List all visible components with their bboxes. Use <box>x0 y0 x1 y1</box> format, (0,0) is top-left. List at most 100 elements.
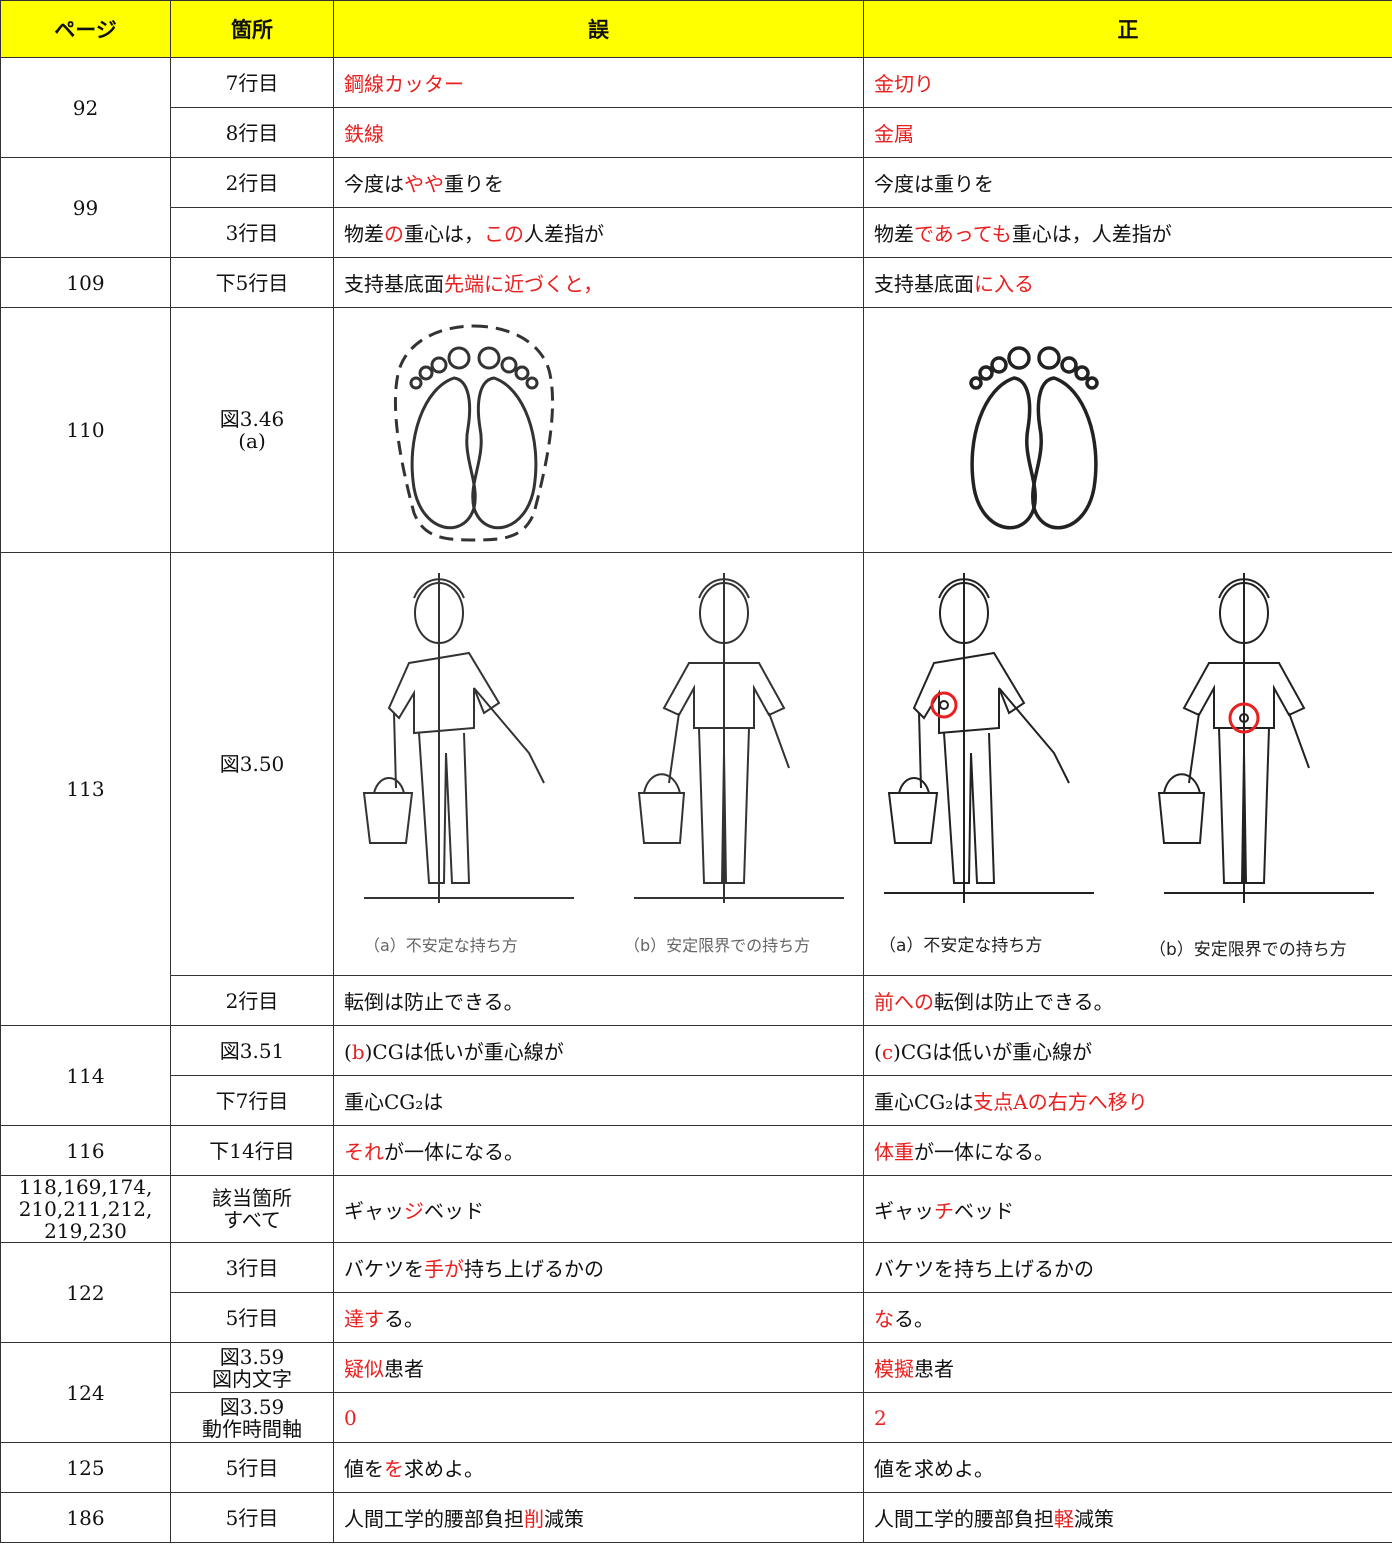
location-cell: 下7行目 <box>170 1075 334 1126</box>
location-cell: 図3.46 (a) <box>170 307 334 553</box>
text-cell: 今度はやや重りを <box>333 157 864 208</box>
figure-cell <box>333 307 864 553</box>
text-cell: 金属 <box>863 107 1392 158</box>
text-segment: 持ち上げるかの <box>464 1257 604 1281</box>
text-cell: 人間工学的腰部負担削減策 <box>333 1492 864 1543</box>
text-cell: 物差の重心は，この人差指が <box>333 207 864 258</box>
text-cell: (b)CGは低いが重心線が <box>333 1025 864 1076</box>
highlighted-text: な <box>874 1307 894 1331</box>
feet <box>969 346 1099 530</box>
text-segment: 人間工学的腰部負担 <box>344 1507 524 1531</box>
text-segment: 支持基底面 <box>874 272 974 296</box>
table-row: 124 図3.59 図内文字 疑似患者 模擬患者 <box>0 1342 1392 1443</box>
text-segment: 患者 <box>914 1357 954 1381</box>
text-cell: 達する。 <box>333 1292 864 1343</box>
text-segment: 重心CG₂は <box>344 1090 444 1114</box>
page-cell: 113 <box>0 552 171 1026</box>
text-segment: 今度は <box>344 172 404 196</box>
table-row: 下7行目 重心CG₂は 重心CG₂は支点Aの右方へ移り <box>1 1075 1392 1126</box>
text-cell: 体重が一体になる。 <box>863 1125 1392 1176</box>
page-cell: 116 <box>0 1125 171 1176</box>
highlighted-text: それ <box>344 1140 384 1164</box>
header-cell: 箇所 <box>170 0 334 58</box>
highlighted-text: b <box>351 1040 365 1064</box>
text-cell: 物差であっても重心は，人差指が <box>863 207 1392 258</box>
location-cell: 2行目 <box>170 975 334 1026</box>
table-row: 8行目 鉄線 金属 <box>1 107 1392 158</box>
table-row: 99 2行目 今度はやや重りを 今度は重りを <box>0 157 1392 258</box>
highlighted-text: c <box>881 1040 894 1064</box>
text-segment: ベッド <box>954 1198 1014 1223</box>
highlighted-text: 疑似 <box>344 1357 384 1381</box>
page-cell: 109 <box>0 257 171 308</box>
location-cell: 図3.50 <box>170 552 334 976</box>
text-cell: 人間工学的腰部負担軽減策 <box>863 1492 1392 1543</box>
text-cell: 支持基底面先端に近づくと， <box>333 257 864 308</box>
text-cell: 模擬患者 <box>863 1342 1392 1393</box>
highlighted-text: 鋼線カッター <box>344 72 464 96</box>
text-segment: が一体になる。 <box>914 1140 1054 1164</box>
text-cell: 支持基底面に入る <box>863 257 1392 308</box>
text-segment: ( <box>344 1040 352 1064</box>
text-cell: (c)CGは低いが重心線が <box>863 1025 1392 1076</box>
page-cell: 124 <box>0 1342 171 1443</box>
highlighted-text: に入る <box>974 272 1034 296</box>
page-cell: 118,169,174, 210,211,212, 219,230 <box>0 1175 171 1243</box>
text-segment: 減策 <box>544 1507 584 1531</box>
text-cell: 疑似患者 <box>333 1342 864 1393</box>
text-cell: ギャッチベッド <box>863 1175 1392 1243</box>
highlighted-text: 体重 <box>874 1140 914 1164</box>
figure-caption: （a）不安定な持ち方 <box>364 936 518 955</box>
figure-caption: （b）安定限界での持ち方 <box>624 936 810 955</box>
text-segment: 値を <box>344 1457 384 1481</box>
text-segment: ギャッ <box>874 1198 934 1223</box>
feet-figure <box>969 346 1099 530</box>
text-cell: 前への転倒は防止できる。 <box>863 975 1392 1026</box>
highlighted-text: 前への <box>874 990 934 1014</box>
highlighted-text: チ <box>934 1198 954 1223</box>
highlighted-text: 模擬 <box>874 1357 914 1381</box>
header-cell: 正 <box>863 0 1392 58</box>
table-row: 116 下14行目 それが一体になる。 体重が一体になる。 <box>0 1125 1392 1176</box>
location-cell: 下5行目 <box>170 257 334 308</box>
feet-figure <box>393 324 555 542</box>
text-segment: 患者 <box>384 1357 424 1381</box>
text-segment: 値を求めよ。 <box>874 1457 994 1481</box>
text-segment: 重りを <box>444 172 504 196</box>
highlighted-text: 先端に近づくと， <box>444 272 604 296</box>
figure-cell: （a）不安定な持ち方 （b）安定限界での持ち方 <box>333 552 864 976</box>
highlighted-text: 金切り <box>874 72 934 96</box>
location-cell: 8行目 <box>170 107 334 158</box>
highlighted-text: 金属 <box>874 122 914 146</box>
text-segment: 物差 <box>874 222 914 246</box>
base-outline <box>393 324 555 542</box>
highlighted-text: 2 <box>874 1405 887 1430</box>
highlighted-text: であっても <box>914 222 1012 246</box>
page-cell: 92 <box>0 57 171 158</box>
text-segment: バケツを <box>344 1257 424 1281</box>
text-cell: 今度は重りを <box>863 157 1392 208</box>
highlighted-text: 手が <box>424 1257 464 1281</box>
page-cell: 99 <box>0 157 171 258</box>
text-cell: 2 <box>863 1392 1392 1443</box>
person-a <box>884 573 1094 903</box>
location-cell: 図3.59 図内文字 <box>170 1342 334 1393</box>
highlighted-text: やや <box>404 172 444 196</box>
text-cell: ギャッジベッド <box>333 1175 864 1243</box>
table-row: 122 3行目 バケツを手が持ち上げるかの バケツを持ち上げるかの <box>0 1242 1392 1343</box>
text-segment: ベッド <box>424 1198 484 1223</box>
table-row: 2行目 転倒は防止できる。 前への転倒は防止できる。 <box>1 975 1392 1026</box>
table-row: 109 下5行目 支持基底面先端に近づくと， 支持基底面に入る <box>0 257 1392 308</box>
header-row: ページ 箇所 誤 正 <box>0 0 1392 58</box>
table-row: 92 7行目 鋼線カッター 金切り <box>0 57 1392 158</box>
text-segment: 減策 <box>1074 1507 1114 1531</box>
table-row: 113 図3.50 （a）不安定な持ち方 （b）安定限界での持ち方 （a）不安定 <box>0 552 1392 1026</box>
highlighted-text: 鉄線 <box>344 122 384 146</box>
text-cell: 0 <box>333 1392 864 1443</box>
highlighted-text: を <box>384 1457 404 1481</box>
table-row: 125 5行目 値をを求めよ。 値を求めよ。 <box>0 1442 1392 1493</box>
location-cell: 図3.51 <box>170 1025 334 1076</box>
page-cell: 110 <box>0 307 171 553</box>
text-segment: 物差 <box>344 222 384 246</box>
